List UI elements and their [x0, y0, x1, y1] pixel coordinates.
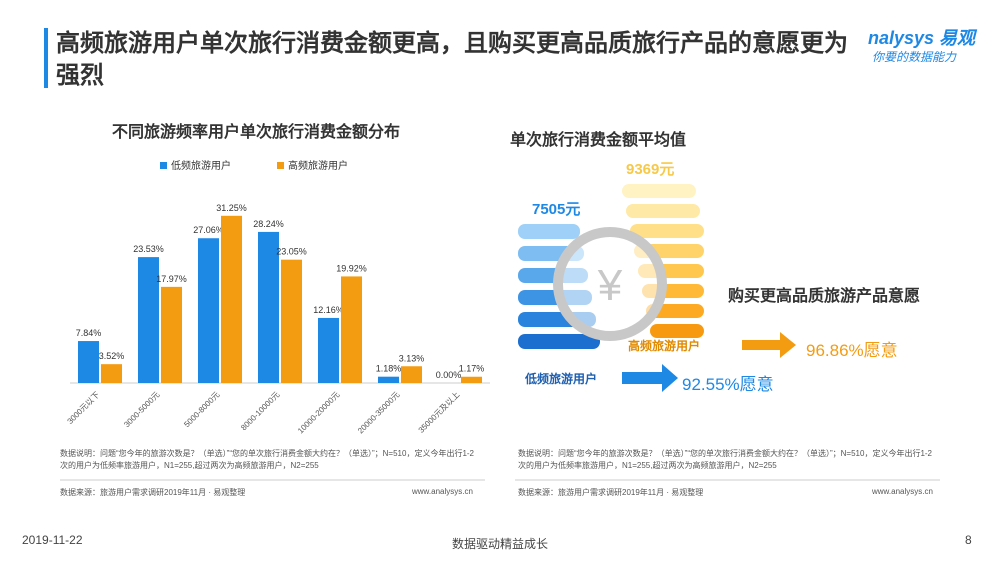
value-label: 19.92% — [336, 263, 367, 273]
x-tick-label: 5000-8000元 — [182, 390, 221, 429]
source: 数据来源：旅游用户需求调研2019年11月 · 易观整理 — [60, 488, 246, 497]
high-amount: 9369元 — [626, 161, 675, 178]
willing-title: 购买更高品质旅游产品意愿 — [728, 288, 921, 305]
page-number: 8 — [965, 533, 972, 547]
bar — [78, 341, 99, 383]
value-label: 1.18% — [376, 364, 402, 374]
value-label: 23.53% — [133, 244, 164, 254]
x-tick-label: 3000-5000元 — [122, 390, 161, 429]
x-tick-label: 8000-10000元 — [239, 390, 281, 432]
high-label: 高频旅游用户 — [628, 339, 701, 353]
value-label: 3.52% — [99, 351, 125, 361]
bar — [198, 238, 219, 383]
site: www.analysys.cn — [872, 487, 933, 496]
low-label: 低频旅游用户 — [525, 372, 598, 386]
value-label: 27.06% — [193, 225, 224, 235]
x-tick-label: 20000-35000元 — [356, 390, 401, 435]
high-willing: 96.86%愿意 — [806, 341, 898, 360]
bar — [221, 215, 242, 383]
yen-sign: ¥ — [597, 261, 623, 310]
title-accent — [44, 28, 48, 88]
x-tick-label: 3000元以下 — [65, 390, 101, 426]
footer-date: 2019-11-22 — [22, 533, 83, 547]
value-label: 3.13% — [399, 353, 425, 363]
low-amount: 7505元 — [532, 201, 581, 218]
bar — [258, 231, 279, 383]
value-label: 17.97% — [156, 274, 187, 284]
arrow-low — [622, 364, 678, 392]
legend-label: 高频旅游用户 — [288, 159, 348, 172]
info-title: 单次旅行消费金额平均值 — [510, 132, 687, 149]
bar — [281, 259, 302, 383]
value-label: 28.24% — [253, 219, 284, 229]
value-label: 1.17% — [459, 364, 485, 374]
bar — [101, 364, 122, 383]
logo: nalysys 易观 — [868, 28, 976, 48]
bar — [461, 376, 482, 383]
chart-title: 不同旅游频率用户单次旅行消费金额分布 — [112, 124, 401, 141]
value-label: 7.84% — [76, 328, 102, 338]
bar — [401, 366, 422, 383]
bar — [138, 257, 159, 383]
yen-coin — [553, 227, 667, 341]
source: 数据来源：旅游用户需求调研2019年11月 · 易观整理 — [518, 488, 704, 497]
low-willing: 92.55%愿意 — [682, 375, 774, 394]
legend-swatch — [160, 162, 167, 169]
value-label: 23.05% — [276, 247, 307, 257]
notes: 数据说明：问题“您今年的旅游次数是？（单选）”“您的单次旅行消费金额大约在？（单… — [60, 449, 475, 470]
logo-slogan: 你要的数据能力 — [872, 50, 957, 64]
bar — [161, 286, 182, 383]
legend-swatch — [277, 162, 284, 169]
value-label: 12.16% — [313, 305, 344, 315]
footer-slogan: 数据驱动精益成长 — [452, 537, 549, 551]
legend-label: 低频旅游用户 — [171, 159, 231, 172]
slide-title: 高频旅游用户单次旅行消费金额更高，且购买更高品质旅行产品的意愿更为强烈 — [56, 30, 848, 89]
value-label: 31.25% — [216, 203, 247, 213]
site: www.analysys.cn — [412, 487, 473, 496]
x-tick-label: 35000元及以上 — [417, 390, 462, 435]
bar — [341, 276, 362, 383]
value-label: 0.00% — [436, 370, 462, 380]
bar — [318, 317, 339, 383]
notes: 数据说明：问题“您今年的旅游次数是？（单选）”“您的单次旅行消费金额大约在？（单… — [518, 449, 933, 470]
arrow-high — [742, 332, 796, 358]
bar — [378, 376, 399, 383]
x-tick-label: 10000-20000元 — [296, 390, 341, 435]
